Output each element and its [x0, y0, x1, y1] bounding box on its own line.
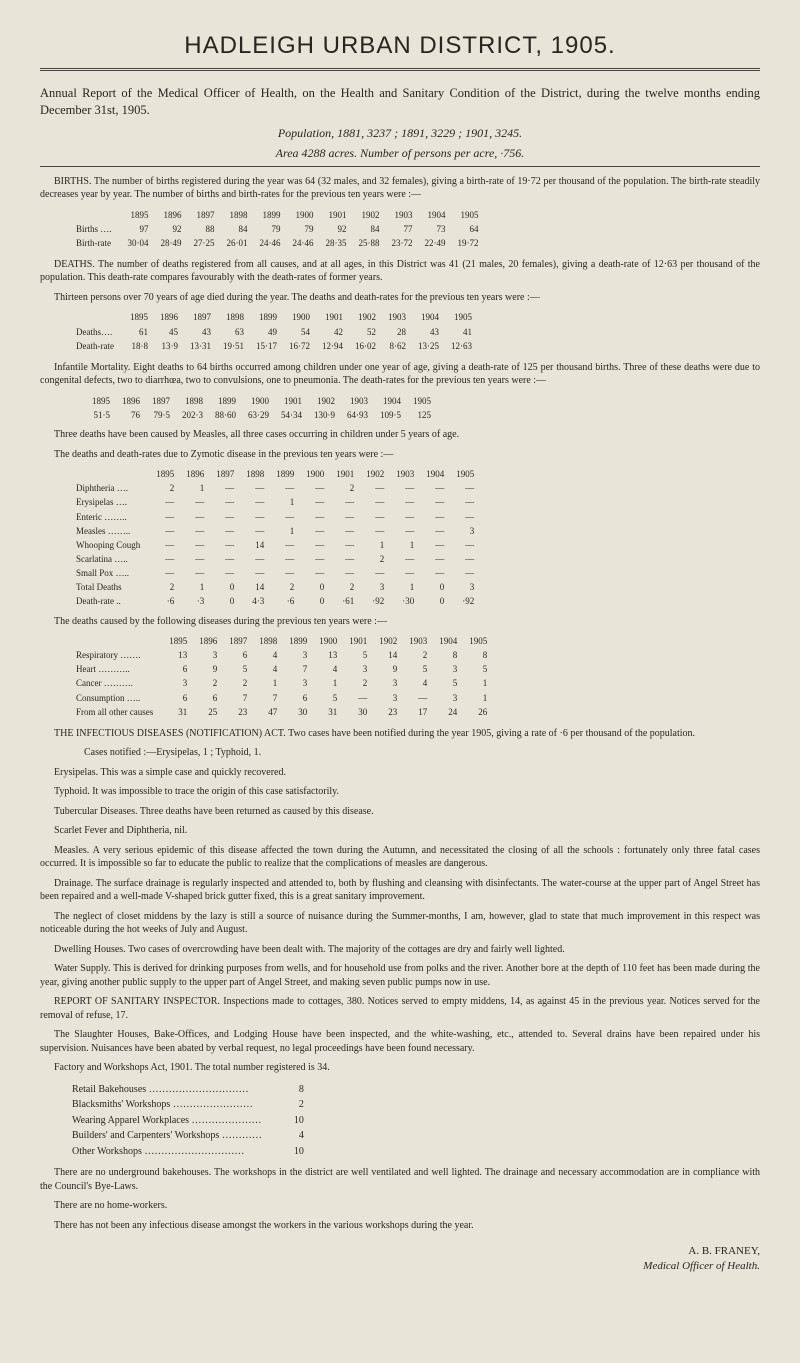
table-row: Enteric ……..———————————	[70, 510, 480, 524]
table-row: Total Deaths210142023103	[70, 580, 480, 594]
causes-heading: The deaths caused by the following disea…	[40, 615, 760, 629]
title-rule	[40, 68, 760, 71]
workshops-para: There are no underground bakehouses. The…	[40, 1166, 760, 1193]
births-heading: BIRTHS. The number of births registered …	[40, 175, 760, 202]
table-row: Blacksmiths' Workshops ……………………2	[42, 1098, 314, 1112]
deaths-table: 1895189618971898189919001901190219031904…	[70, 310, 478, 352]
deaths-row: Deaths….6145436349544252284341	[70, 325, 478, 339]
measles-para: Measles. A very serious epidemic of this…	[40, 844, 760, 871]
measles-deaths-note: Three deaths have been caused by Measles…	[40, 428, 760, 442]
section-rule	[40, 166, 760, 167]
table-row: Diphtheria ….21————2————	[70, 481, 480, 495]
table-row: Scarlatina …..———————2———	[70, 552, 480, 566]
year-row: 1895189618971898189919001901190219031904…	[70, 394, 437, 408]
table-row: Erysipelas ….————1——————	[70, 495, 480, 509]
year-row: 1895189618971898189919001901190219031904…	[70, 634, 493, 648]
slaughter-para: The Slaughter Houses, Bake-Offices, and …	[40, 1028, 760, 1055]
signature: A. B. FRANEY, Medical Officer of Health.	[40, 1244, 760, 1274]
table-row: Wearing Apparel Workplaces …………………10	[42, 1114, 314, 1128]
table-row: Consumption …..667765—3—31	[70, 691, 493, 705]
nohome-para: There are no home-workers.	[40, 1199, 760, 1213]
deaths-heading: DEATHS. The number of deaths registered …	[40, 258, 760, 285]
year-row: 1895189618971898189919001901190219031904…	[70, 208, 485, 222]
births-table: 1895189618971898189919001901190219031904…	[70, 208, 485, 250]
table-row: Retail Bakehouses …………………………8	[42, 1083, 314, 1097]
noinfect-para: There has not been any infectious diseas…	[40, 1219, 760, 1233]
drainage-para2: The neglect of closet middens by the laz…	[40, 910, 760, 937]
deaths-subtext: Thirteen persons over 70 years of age di…	[40, 291, 760, 305]
table-row: Measles ……..————1—————3	[70, 524, 480, 538]
intro-text: Annual Report of the Medical Officer of …	[40, 85, 760, 119]
sig-name: A. B. FRANEY,	[688, 1245, 760, 1257]
cases-notified: Cases notified :—Erysipelas, 1 ; Typhoid…	[70, 746, 760, 760]
deathrate-row: Death-rate18·813·913·3119·5115·1716·7212…	[70, 339, 478, 353]
registered-table: Retail Bakehouses …………………………8Blacksmiths…	[40, 1081, 316, 1161]
table-row: Death-rate ..·6·304·3·60·61·92·300·92	[70, 594, 480, 608]
tubercular-para: Tubercular Diseases. Three deaths have b…	[40, 805, 760, 819]
factory-para: Factory and Workshops Act, 1901. The tot…	[40, 1061, 760, 1075]
infectious-heading: THE INFECTIOUS DISEASES (NOTIFICATION) A…	[40, 727, 760, 741]
year-row: 1895189618971898189919001901190219031904…	[70, 467, 480, 481]
table-row: Heart ………..69547439535	[70, 662, 493, 676]
typhoid-para: Typhoid. It was impossible to trace the …	[40, 785, 760, 799]
birthrate-row: Birth-rate30·0428·4927·2526·0124·4624·46…	[70, 236, 485, 250]
drainage-para: Drainage. The surface drainage is regula…	[40, 877, 760, 904]
births-row: Births ….9792888479799284777364	[70, 222, 485, 236]
table-row: Respiratory …….13364313514288	[70, 648, 493, 662]
sanitary-para: REPORT OF SANITARY INSPECTOR. Inspection…	[40, 995, 760, 1022]
infantile-row: 51·57679·5202·388·6063·2954·34130·964·93…	[70, 408, 437, 422]
zymotic-table: 1895189618971898189919001901190219031904…	[70, 467, 480, 608]
table-row: Small Pox …..———————————	[70, 566, 480, 580]
infantile-table: 1895189618971898189919001901190219031904…	[70, 394, 437, 422]
sig-title: Medical Officer of Health.	[643, 1260, 760, 1272]
table-row: Other Workshops …………………………10	[42, 1145, 314, 1159]
table-row: Whooping Cough———14———11——	[70, 538, 480, 552]
dwelling-para: Dwelling Houses. Two cases of overcrowdi…	[40, 943, 760, 957]
year-row: 1895189618971898189919001901190219031904…	[70, 310, 478, 324]
table-row: From all other causes3125234730313023172…	[70, 705, 493, 719]
scarlet-para: Scarlet Fever and Diphtheria, nil.	[40, 824, 760, 838]
page-title: HADLEIGH URBAN DISTRICT, 1905.	[40, 30, 760, 62]
table-row: Cancer ……….32213123451	[70, 676, 493, 690]
causes-table: 1895189618971898189919001901190219031904…	[70, 634, 493, 719]
water-para: Water Supply. This is derived for drinki…	[40, 962, 760, 989]
erysipelas-para: Erysipelas. This was a simple case and q…	[40, 766, 760, 780]
table-row: Builders' and Carpenters' Workshops ……………	[42, 1129, 314, 1143]
area-line: Area 4288 acres. Number of persons per a…	[40, 145, 760, 161]
population-line: Population, 1881, 3237 ; 1891, 3229 ; 19…	[40, 125, 760, 141]
zymotic-heading: The deaths and death-rates due to Zymoti…	[40, 448, 760, 462]
infantile-heading: Infantile Mortality. Eight deaths to 64 …	[40, 361, 760, 388]
